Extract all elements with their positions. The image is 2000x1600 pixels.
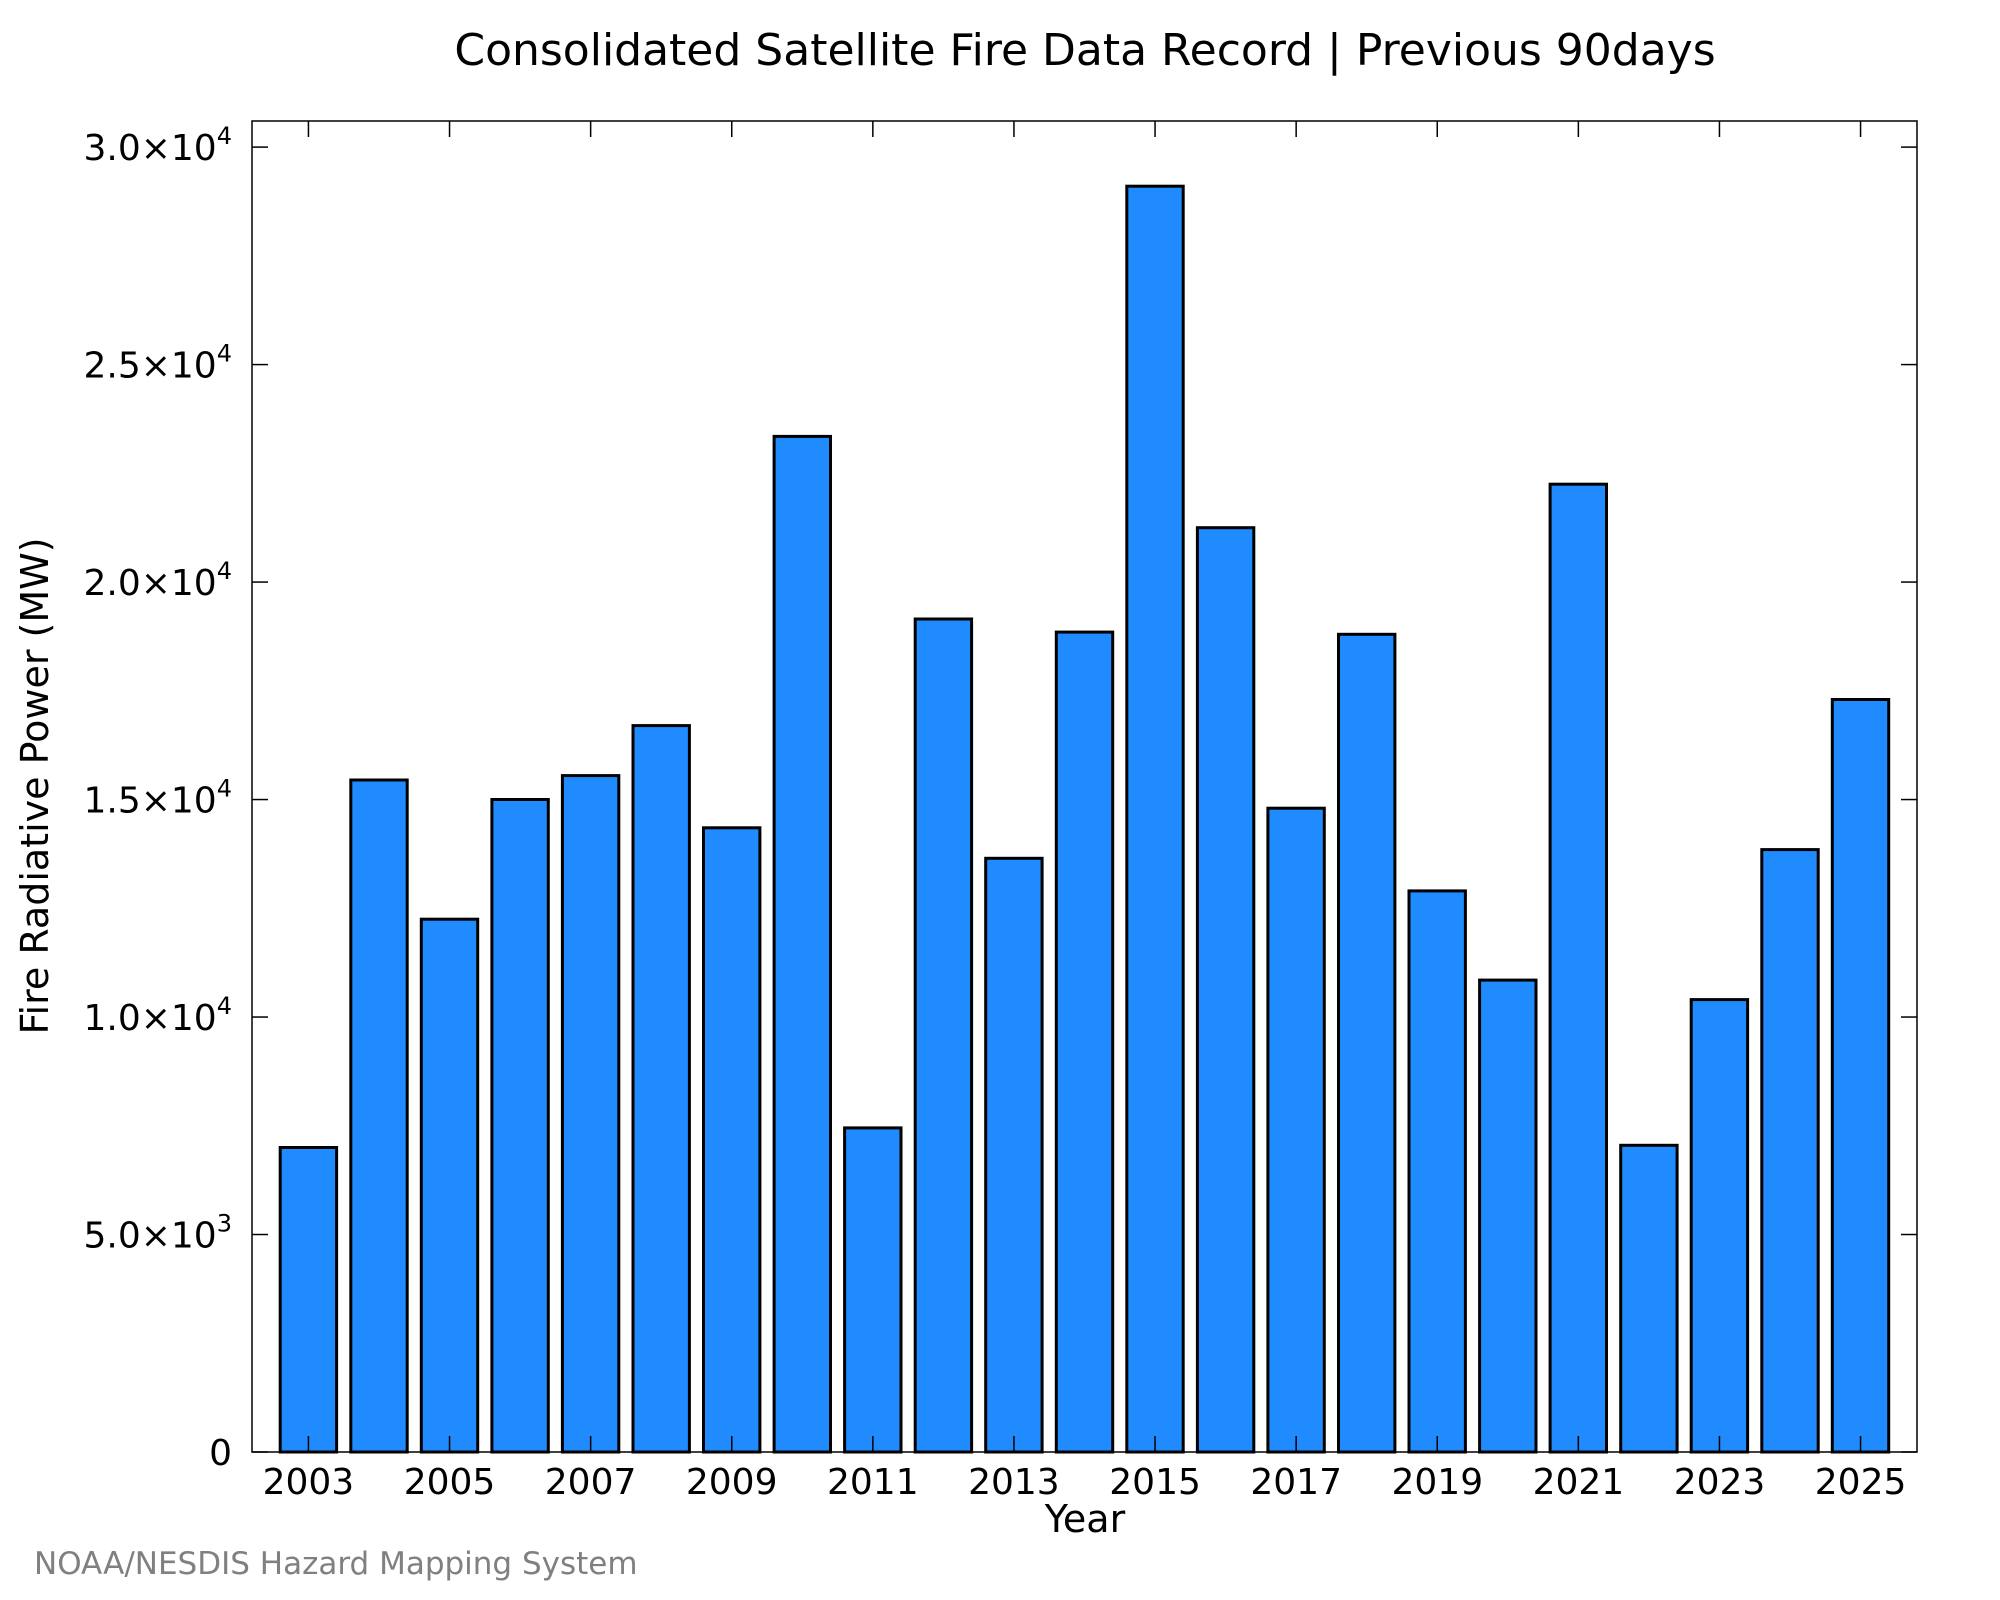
y-tick-label: 1.5×104 <box>83 775 232 822</box>
bar-2010 <box>772 434 832 1454</box>
bar-2007 <box>560 774 621 1454</box>
bar-2009 <box>702 826 762 1454</box>
bar-2019 <box>1407 889 1467 1454</box>
plot-frame <box>251 120 1918 1453</box>
bar-2003 <box>278 1146 339 1454</box>
x-tick-label: 2015 <box>1109 1462 1201 1503</box>
y-tick-label: 3.0×104 <box>83 122 232 169</box>
x-tick-label: 2005 <box>404 1462 496 1503</box>
x-tick-label: 2003 <box>263 1462 355 1503</box>
y-tick-label: 2.0×104 <box>83 557 232 604</box>
y-tick-label: 0 <box>209 1433 232 1474</box>
bar-2016 <box>1195 526 1256 1454</box>
x-tick-labels: 2003 2005 2007 2009 2011 2013 2015 2017 2019 2021… <box>263 1462 1907 1503</box>
bar-2024 <box>1760 848 1820 1454</box>
y-tick-label: 5.0×103 <box>83 1210 232 1257</box>
credit-text: NOAA/NESDIS Hazard Mapping System <box>34 1546 638 1582</box>
x-tick-label: 2025 <box>1815 1462 1907 1503</box>
bar-2020 <box>1478 978 1538 1454</box>
bar-2005 <box>419 917 480 1454</box>
bar-2023 <box>1689 998 1750 1454</box>
bars-group <box>278 184 1891 1454</box>
x-tick-label: 2017 <box>1250 1462 1342 1503</box>
x-tick-label: 2013 <box>968 1462 1060 1503</box>
y-axis-label: Fire Radiative Power (MW) <box>13 537 57 1034</box>
bar-2008 <box>631 724 691 1454</box>
x-tick-label: 2011 <box>827 1462 919 1503</box>
x-tick-label: 2009 <box>686 1462 778 1503</box>
bar-2021 <box>1548 482 1608 1454</box>
y-tick-label: 2.5×104 <box>83 340 232 387</box>
chart-title: Consolidated Satellite Fire Data Record … <box>454 25 1715 76</box>
bar-2004 <box>349 778 409 1454</box>
bar-2022 <box>1619 1143 1679 1454</box>
x-tick-label: 2007 <box>545 1462 637 1503</box>
x-tick-label: 2021 <box>1533 1462 1625 1503</box>
x-axis-label: Year <box>1044 1497 1126 1541</box>
bar-2014 <box>1054 630 1115 1454</box>
bar-2015 <box>1125 184 1185 1454</box>
bar-2006 <box>490 798 550 1454</box>
bar-2025 <box>1830 698 1891 1454</box>
y-tick-label: 1.0×104 <box>83 992 232 1039</box>
bar-2017 <box>1266 806 1326 1454</box>
x-tick-label: 2023 <box>1674 1462 1766 1503</box>
y-tick-labels: 0 5.0×103 1.0×104 1.5×104 2.0×104 2.5×104 3.0×… <box>83 122 232 1474</box>
bar-2018 <box>1337 632 1397 1454</box>
x-tick-label: 2019 <box>1391 1462 1483 1503</box>
bar-2011 <box>843 1126 903 1454</box>
bar-2012 <box>913 617 974 1454</box>
bar-2013 <box>984 856 1044 1454</box>
